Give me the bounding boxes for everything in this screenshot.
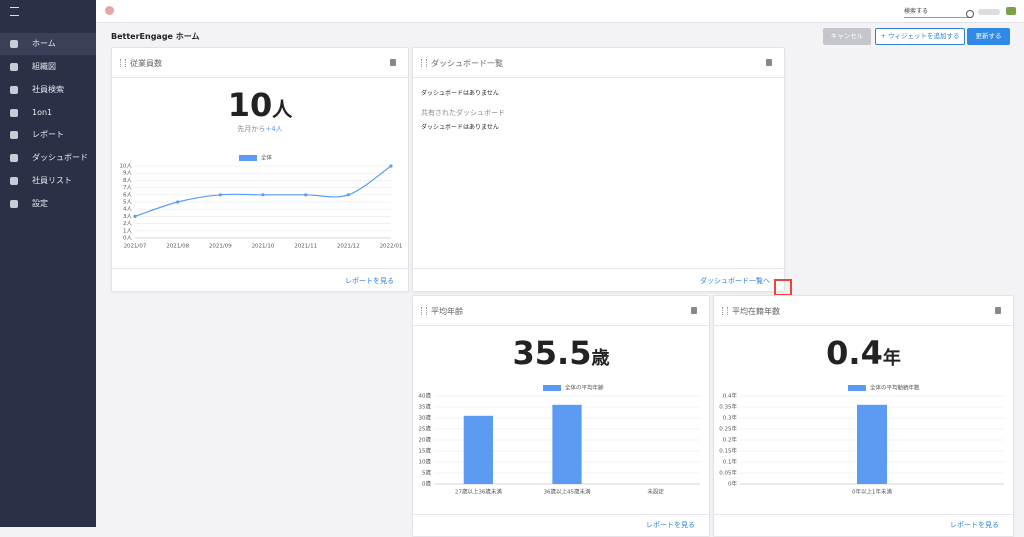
update-button[interactable]: 更新する: [967, 28, 1010, 45]
widget-card: ダッシュボード一覧 ダッシュボードはありません 共有されたダッシュボード ダッシ…: [412, 47, 785, 292]
resize-highlight[interactable]: [774, 279, 792, 296]
nav-item[interactable]: ホーム: [0, 33, 96, 55]
nav-item[interactable]: レポート: [0, 124, 96, 146]
section-heading: 共有されたダッシュボード: [421, 109, 505, 117]
nav-item[interactable]: 組織図: [0, 56, 96, 78]
top-bar: 検索する: [96, 0, 1024, 23]
kpi-unit: 人: [272, 97, 293, 121]
nav-item[interactable]: 社員リスト: [0, 170, 96, 192]
widget-title: 従業員数: [130, 59, 162, 68]
dashboard-link[interactable]: ダッシュボード一覧へ: [700, 277, 770, 285]
widget-card: 従業員数 10人 先月から+4人 レポートを見る: [111, 47, 409, 292]
delete-icon[interactable]: [390, 59, 396, 66]
kpi-unit: 年: [882, 348, 901, 369]
report-link[interactable]: レポートを見る: [345, 277, 394, 285]
search-icon[interactable]: [966, 10, 974, 18]
widget-card: 平均年齢 35.5歳 レポートを見る: [412, 295, 710, 537]
widget-title: ダッシュボード一覧: [431, 59, 503, 68]
menu-icon[interactable]: [10, 7, 19, 16]
empty-text: ダッシュボードはありません: [421, 124, 499, 131]
nav-label: 組織図: [32, 62, 56, 71]
avatar[interactable]: [1006, 7, 1016, 15]
empty-text: ダッシュボードはありません: [421, 90, 499, 97]
nav-label: 1on1: [32, 108, 53, 117]
sidebar: ホーム 組織図 社員検索 1on1 レポート ダッシュボード 社員リスト 設定: [0, 0, 96, 527]
logo[interactable]: [105, 6, 114, 15]
cancel-button[interactable]: キャンセル: [823, 28, 871, 45]
kpi: 35.5歳: [413, 334, 709, 372]
user-name: [978, 9, 1000, 15]
widget-title: 平均在籍年数: [732, 307, 780, 316]
widget-title: 平均年齢: [431, 307, 463, 316]
kpi: 0.4年: [714, 334, 1013, 372]
delete-icon[interactable]: [691, 307, 697, 314]
widget-card: 平均在籍年数 0.4年 レポートを見る: [713, 295, 1014, 537]
nav-label: 社員リスト: [32, 176, 72, 185]
delete-icon[interactable]: [766, 59, 772, 66]
report-link[interactable]: レポートを見る: [950, 521, 999, 529]
nav-item[interactable]: ダッシュボード: [0, 147, 96, 169]
nav-label: ダッシュボード: [32, 153, 88, 162]
nav-item[interactable]: 1on1: [0, 102, 96, 124]
nav-item[interactable]: 社員検索: [0, 79, 96, 101]
kpi-value: 35.5: [512, 334, 592, 372]
kpi-note: 先月から+4人: [112, 124, 408, 134]
add-widget-button[interactable]: + ウィジェットを追加する: [875, 28, 965, 45]
kpi-value: 0.4: [826, 334, 883, 372]
nav-item[interactable]: 設定: [0, 193, 96, 215]
search-placeholder: 検索する: [904, 8, 929, 15]
kpi-unit: 歳: [591, 348, 610, 369]
report-link[interactable]: レポートを見る: [646, 521, 695, 529]
nav-label: ホーム: [32, 39, 56, 48]
search-input[interactable]: 検索する: [904, 6, 972, 18]
delete-icon[interactable]: [995, 307, 1001, 314]
nav-label: レポート: [32, 130, 64, 139]
nav-label: 社員検索: [32, 85, 64, 94]
page-title: BetterEngage ホーム: [111, 32, 200, 41]
kpi: 10人: [112, 86, 408, 124]
nav-label: 設定: [32, 199, 48, 208]
kpi-value: 10: [227, 86, 273, 124]
note-text: 先月から: [237, 125, 266, 133]
change-text: +4人: [265, 125, 283, 133]
